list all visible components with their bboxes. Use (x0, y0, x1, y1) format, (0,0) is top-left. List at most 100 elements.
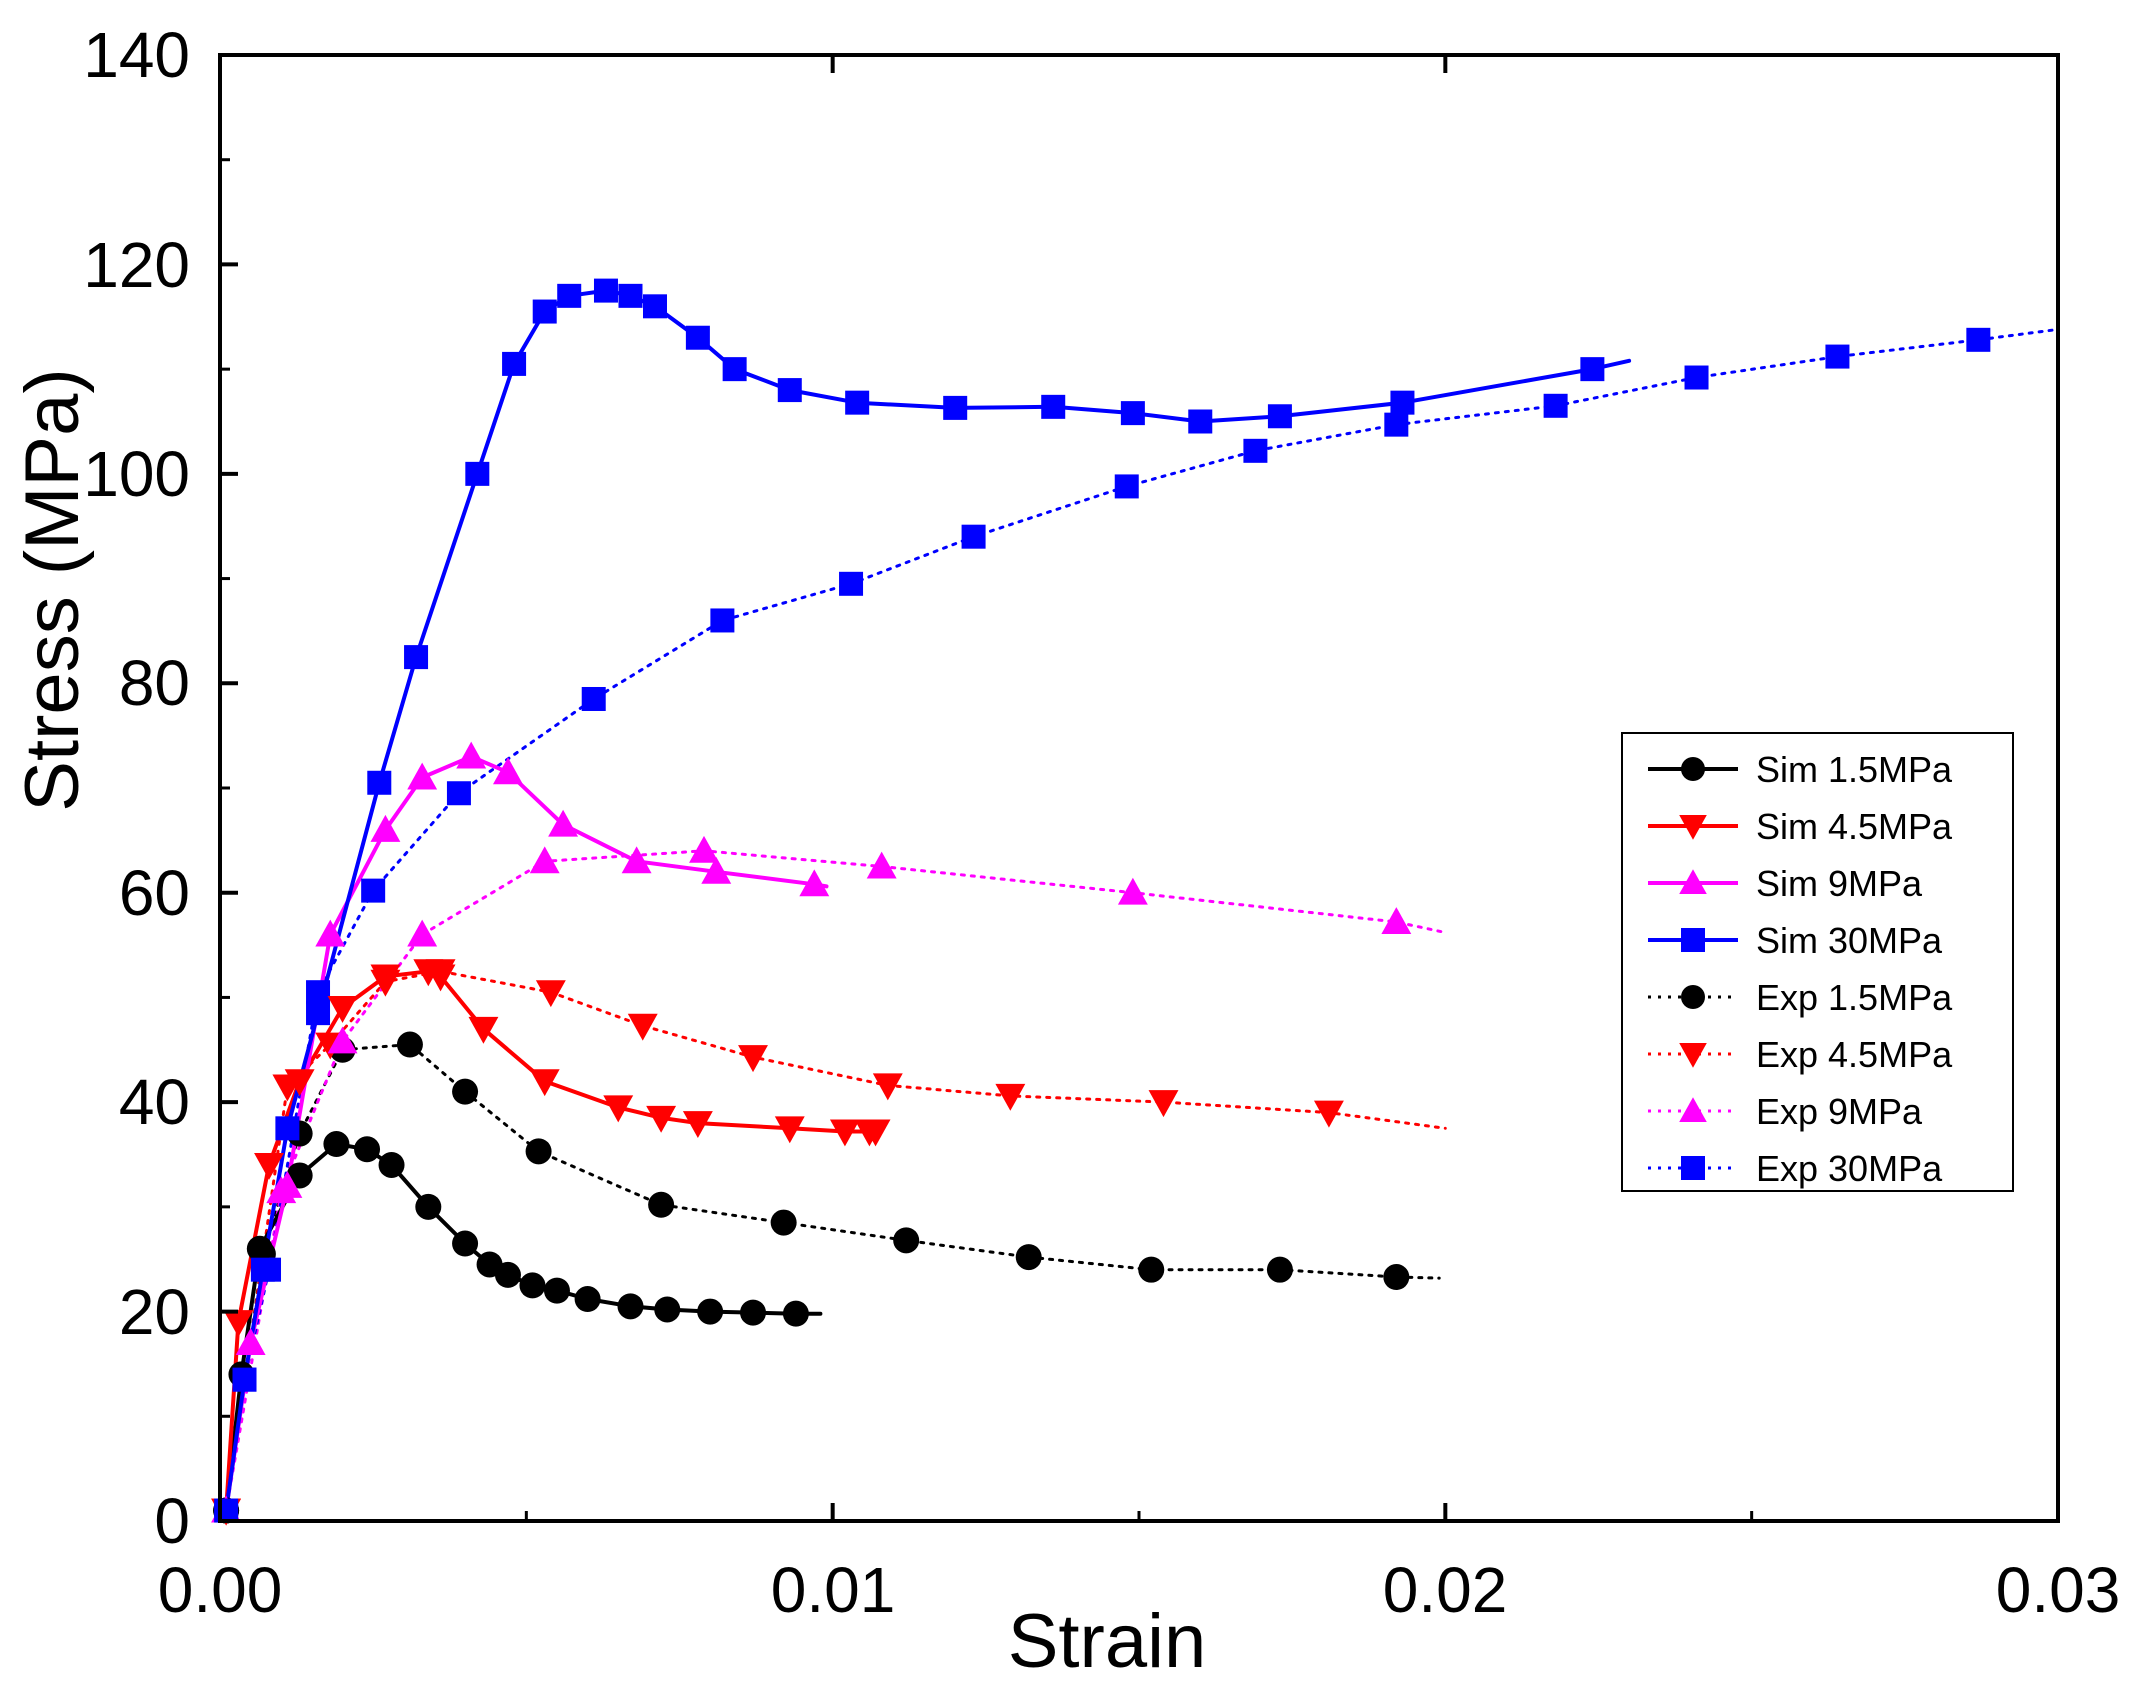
y-tick-label-5: 100 (83, 438, 190, 510)
y-tick-label-7: 140 (83, 19, 190, 91)
data-point-sim-4-5mpa (223, 1310, 254, 1337)
data-point-exp-4-5mpa (627, 1013, 658, 1041)
data-point-exp-30mpa (1384, 412, 1409, 437)
data-point-sim-1-5mpa (378, 1151, 405, 1178)
data-point-exp-4-5mpa (995, 1083, 1026, 1111)
data-point-sim-9mpa (407, 762, 438, 790)
data-point-sim-30mpa (306, 1001, 331, 1026)
data-point-sim-4-5mpa (682, 1111, 713, 1139)
legend-marker-exp-9mpa (1679, 1097, 1707, 1123)
legend-marker-sim-9mpa (1679, 869, 1707, 895)
y-tick-label-2: 40 (119, 1066, 190, 1138)
data-point-sim-4-5mpa (284, 1069, 315, 1097)
data-point-sim-30mpa (845, 390, 870, 415)
legend-label-exp-4-5: Exp 4.5MPa (1756, 1034, 1953, 1075)
data-point-exp-1-5mpa (770, 1209, 797, 1236)
data-point-exp-9mpa (866, 851, 897, 879)
x-axis-title: Strain (1008, 1599, 1207, 1684)
data-point-sim-1-5mpa (782, 1300, 809, 1327)
data-point-exp-4-5mpa (872, 1073, 903, 1101)
data-point-exp-30mpa (839, 571, 864, 596)
data-point-exp-1-5mpa (396, 1031, 423, 1058)
data-point-sim-30mpa (593, 278, 618, 303)
data-point-exp-4-5mpa (738, 1045, 768, 1073)
data-point-sim-4-5mpa (254, 1153, 284, 1180)
data-point-sim-30mpa (685, 325, 710, 350)
data-point-sim-9mpa (799, 869, 830, 897)
data-point-sim-1-5mpa (494, 1261, 521, 1288)
legend-label-exp-9: Exp 9MPa (1756, 1091, 1923, 1132)
data-point-sim-9mpa (370, 814, 401, 842)
data-point-sim-30mpa (404, 645, 429, 670)
data-point-sim-4-5mpa (468, 1016, 499, 1044)
data-point-sim-9mpa (548, 809, 579, 837)
data-point-sim-9mpa (621, 846, 652, 874)
data-point-sim-1-5mpa (354, 1136, 381, 1163)
data-point-exp-30mpa (581, 686, 606, 711)
data-point-sim-30mpa (642, 294, 667, 319)
data-point-sim-1-5mpa (654, 1296, 681, 1323)
data-point-sim-30mpa (722, 357, 747, 382)
data-point-exp-30mpa (446, 781, 471, 806)
data-point-exp-30mpa (361, 878, 386, 903)
data-point-exp-1-5mpa (452, 1078, 479, 1105)
data-point-exp-9mpa (327, 1026, 358, 1054)
data-point-sim-9mpa (315, 919, 346, 947)
data-point-sim-9mpa (235, 1328, 266, 1355)
data-point-sim-30mpa (502, 351, 527, 376)
data-point-exp-30mpa (306, 980, 331, 1005)
legend-label-exp-30: Exp 30MPa (1756, 1148, 1943, 1189)
y-axis-title: Stress (MPa) (10, 368, 95, 811)
data-point-exp-1-5mpa (1138, 1256, 1165, 1283)
data-point-sim-1-5mpa (519, 1272, 546, 1299)
data-point-sim-1-5mpa (323, 1131, 350, 1158)
x-tick-label-0: 0.00 (158, 1554, 283, 1626)
data-point-sim-9mpa (272, 1170, 303, 1198)
data-point-sim-30mpa (1267, 404, 1292, 429)
data-point-sim-30mpa (532, 299, 557, 324)
data-point-exp-30mpa (1114, 474, 1139, 499)
data-point-sim-1-5mpa (452, 1230, 479, 1257)
x-tick-label-3: 0.03 (1996, 1554, 2121, 1626)
data-point-exp-30mpa (1825, 344, 1850, 369)
legend-marker-exp-1-5mpa (1681, 985, 1705, 1009)
y-tick-label-3: 60 (119, 857, 190, 929)
data-point-sim-30mpa (214, 1498, 239, 1523)
data-point-sim-1-5mpa (543, 1277, 570, 1304)
axis-ticks (218, 53, 2060, 1523)
data-point-sim-30mpa (232, 1367, 257, 1392)
y-tick-label-6: 120 (83, 229, 190, 301)
data-point-exp-1-5mpa (1015, 1244, 1042, 1271)
data-point-exp-30mpa (961, 524, 986, 549)
data-point-exp-9mpa (407, 919, 438, 947)
legend-marker-exp-30mpa (1681, 1156, 1705, 1180)
legend-marker-exp-4-5mpa (1679, 1042, 1707, 1068)
data-point-sim-9mpa (701, 856, 732, 884)
x-tick-label-2: 0.02 (1383, 1554, 1508, 1626)
data-point-sim-1-5mpa (617, 1293, 644, 1320)
legend-label-sim-4-5: Sim 4.5MPa (1756, 806, 1953, 847)
series-layer (211, 278, 2060, 1526)
data-point-exp-30mpa (710, 608, 735, 633)
data-point-exp-9mpa (529, 846, 560, 874)
data-point-sim-4-5mpa (646, 1105, 677, 1133)
data-point-sim-30mpa (1188, 409, 1213, 434)
data-point-sim-4-5mpa (603, 1095, 634, 1123)
data-point-exp-4-5mpa (1148, 1090, 1179, 1118)
data-point-exp-1-5mpa (648, 1191, 675, 1218)
data-point-exp-30mpa (1243, 438, 1268, 463)
data-point-sim-30mpa (1120, 401, 1145, 426)
y-tick-label-0: 0 (154, 1485, 190, 1557)
data-point-sim-4-5mpa (860, 1119, 891, 1147)
data-point-sim-4-5mpa (774, 1116, 805, 1144)
legend-marker-sim-1-5mpa (1681, 757, 1705, 781)
data-point-sim-30mpa (1580, 357, 1605, 382)
data-point-exp-4-5mpa (1313, 1100, 1344, 1128)
data-point-sim-4-5mpa (327, 995, 358, 1023)
data-point-sim-30mpa (943, 395, 968, 420)
data-point-exp-30mpa (1543, 393, 1568, 418)
data-point-exp-30mpa (1684, 365, 1709, 390)
data-point-exp-9mpa (1117, 877, 1148, 905)
y-tick-label-4: 80 (119, 647, 190, 719)
